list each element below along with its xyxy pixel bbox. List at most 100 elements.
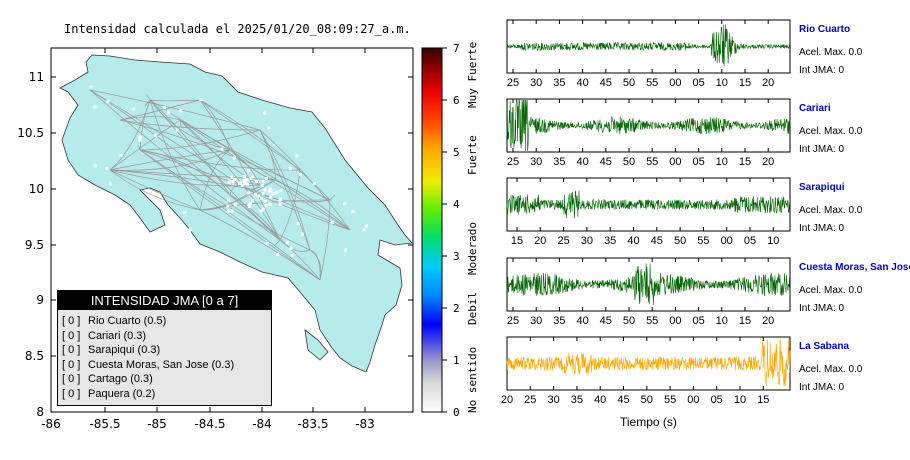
legend-item-jma: [ 0 ]	[62, 387, 81, 400]
intensity-colorbar	[421, 47, 443, 413]
road	[309, 249, 322, 281]
lat-tick-label: 8.5	[25, 349, 44, 363]
town-marker	[269, 195, 273, 199]
legend-item: [ 0 ] Paquera (0.2)	[62, 387, 271, 402]
legend-item-label: Paquera (0.2)	[88, 387, 156, 400]
time-tick-label: 15	[739, 315, 751, 327]
time-tick-label: 15	[757, 394, 769, 406]
osa-peninsula	[304, 329, 329, 361]
legend-list: [ 0 ] Rio Cuarto (0.5)[ 0 ] Cariari (0.3)[…	[58, 310, 271, 402]
road	[179, 119, 351, 231]
time-tick-label: 10	[734, 394, 746, 406]
time-tick-label: 30	[530, 156, 542, 168]
town-marker	[226, 204, 230, 208]
town-marker	[261, 192, 265, 196]
town-marker	[245, 178, 249, 182]
town-marker	[279, 189, 283, 193]
road	[109, 169, 246, 189]
station-name: Cuesta Moras, San Jose	[799, 262, 910, 273]
station-name: Cariari	[799, 103, 831, 114]
time-tick-label: 45	[651, 235, 663, 247]
town-marker	[247, 205, 251, 209]
road	[149, 99, 331, 201]
town-marker	[226, 198, 230, 202]
town-marker	[132, 107, 136, 111]
road	[199, 99, 281, 241]
scale-tick-label: 2	[453, 302, 460, 315]
road	[279, 239, 311, 252]
time-tick-label: 55	[646, 77, 658, 89]
town-marker	[288, 167, 292, 171]
town-marker	[264, 177, 268, 180]
town-marker	[276, 252, 280, 256]
road	[259, 129, 276, 181]
town-marker	[351, 210, 355, 214]
town-marker	[251, 175, 255, 179]
lon-tick-label: -85	[147, 417, 167, 431]
time-tick-label: 35	[553, 77, 565, 89]
town-marker	[251, 199, 255, 202]
legend-item-label: Rio Cuarto (0.5)	[88, 315, 167, 327]
town-marker	[162, 106, 166, 110]
legend-item-jma: [ 0 ]	[62, 344, 81, 357]
road	[229, 149, 276, 181]
time-tick-label: 25	[557, 235, 569, 247]
time-tick-label: 35	[553, 156, 565, 168]
town-marker	[264, 204, 268, 208]
map-title: Intensidad calculada el 2025/01/20_08:09…	[64, 22, 411, 36]
lon-tick-label: -83.5	[297, 417, 328, 431]
time-tick-label: 25	[507, 156, 519, 168]
lat-tick-label: 9	[36, 293, 44, 307]
legend-item-label: Cariari (0.3)	[88, 329, 147, 342]
lon-tick-label: -84	[252, 417, 272, 431]
time-tick-label: 35	[553, 315, 565, 327]
legend-item-label: Cuesta Moras, San Jose (0.3)	[88, 358, 235, 371]
town-marker	[230, 209, 234, 213]
time-tick-label: 45	[600, 77, 612, 89]
seismogram-trace	[506, 190, 791, 219]
scale-tick-label: 3	[453, 250, 460, 263]
town-marker	[243, 181, 247, 185]
road	[109, 149, 231, 171]
town-marker	[290, 253, 294, 257]
scale-tick-label: 7	[453, 42, 460, 55]
town-marker	[254, 192, 258, 196]
road	[109, 119, 181, 171]
station-intensity: Int JMA: 0	[799, 382, 845, 393]
intensity-legend: INTENSIDAD JMA [0 a 7] [ 0 ] Rio Cuarto (…	[57, 290, 272, 406]
legend-item: [ 0 ] Cariari (0.3)	[62, 329, 271, 344]
station-name: Sarapiqui	[799, 182, 845, 193]
time-tick-label: 00	[687, 394, 699, 406]
legend-item: [ 0 ] Rio Cuarto (0.5)	[62, 314, 271, 329]
town-marker	[167, 110, 171, 114]
lon-tick-label: -86	[41, 417, 61, 431]
seismogram-panel: 25 30 35 40 45 50 55 00 05 10 15 20	[506, 98, 791, 168]
town-marker	[263, 200, 267, 204]
town-marker	[239, 181, 243, 185]
town-marker	[263, 188, 267, 192]
scale-tick-label: 6	[453, 94, 460, 107]
town-marker	[255, 179, 259, 183]
road	[244, 179, 276, 190]
town-marker	[242, 175, 246, 179]
time-tick-label: 10	[716, 156, 728, 168]
road	[149, 99, 201, 102]
town-marker	[232, 156, 236, 160]
road	[179, 119, 281, 241]
seismogram-panel: 25 30 35 40 45 50 55 00 05 10 15 20	[506, 257, 791, 327]
town-marker	[260, 184, 264, 188]
town-marker	[230, 176, 234, 179]
time-tick-label: 30	[581, 235, 593, 247]
town-marker	[278, 202, 282, 206]
town-marker	[261, 207, 265, 211]
time-tick-label: 00	[669, 77, 681, 89]
town-marker	[240, 184, 244, 188]
time-tick-label: 45	[600, 315, 612, 327]
road	[139, 149, 321, 281]
town-marker	[301, 232, 304, 236]
road	[199, 179, 276, 211]
town-marker	[119, 154, 123, 157]
road	[109, 169, 276, 181]
road	[199, 149, 231, 211]
